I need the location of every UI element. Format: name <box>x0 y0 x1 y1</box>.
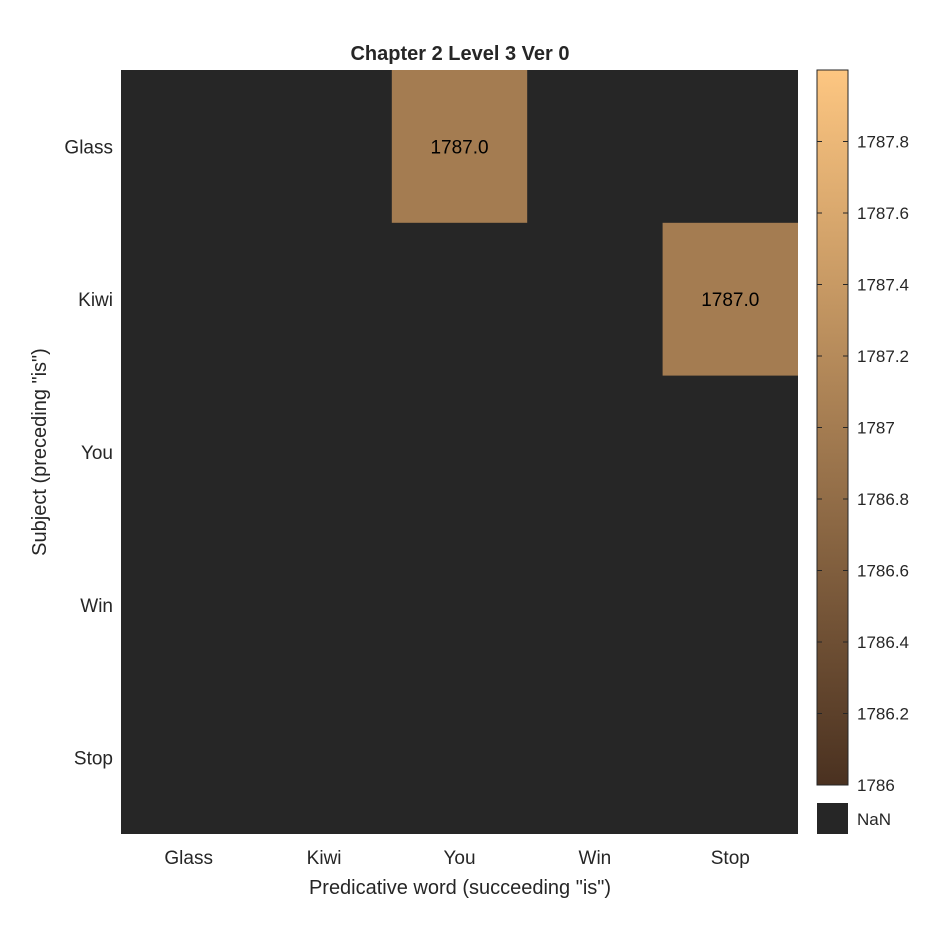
x-tick-label: You <box>443 848 475 869</box>
colorbar-tick-label: 1787.8 <box>857 133 909 152</box>
x-axis-label: Predicative word (succeeding "is") <box>309 877 611 899</box>
chart-title: Chapter 2 Level 3 Ver 0 <box>350 43 569 65</box>
colorbar-tick-label: 1787.2 <box>857 347 909 366</box>
y-tick-label: You <box>81 443 113 464</box>
colorbar-tick-label: 1786 <box>857 776 895 795</box>
cell-value-label: 1787.0 <box>701 290 759 311</box>
colorbar-tick-label: 1787.6 <box>857 204 909 223</box>
y-tick-label: Stop <box>74 749 113 770</box>
nan-label: NaN <box>857 810 891 829</box>
y-tick-label: Win <box>80 596 113 617</box>
y-axis-label: Subject (preceding "is") <box>29 348 51 556</box>
heatmap-cell <box>662 222 798 376</box>
colorbar-tick-label: 1787.4 <box>857 276 909 295</box>
heatmap-cell <box>391 70 528 223</box>
x-tick-labels: Glass Kiwi You Win Stop <box>164 848 749 869</box>
colorbar: 1786 1786.2 1786.4 1786.6 1786.8 1787 1787.2 17… <box>816 69 909 795</box>
x-tick-label: Stop <box>711 848 750 869</box>
nan-legend: NaN <box>817 803 891 834</box>
nan-swatch <box>817 803 848 834</box>
colorbar-tick-label: 1786.8 <box>857 490 909 509</box>
x-tick-label: Kiwi <box>307 848 342 869</box>
colorbar-tick-label: 1786.6 <box>857 562 909 581</box>
colorbar-tick-label: 1786.2 <box>857 705 909 724</box>
y-tick-labels: Glass Kiwi You Win Stop <box>64 137 113 769</box>
y-tick-label: Kiwi <box>78 290 113 311</box>
y-tick-label: Glass <box>64 137 113 158</box>
colorbar-tick-label: 1787 <box>857 419 895 438</box>
heatmap-plot-area: 1787.0 1787.0 <box>121 70 798 834</box>
colorbar-tick-label: 1786.4 <box>857 633 909 652</box>
x-tick-label: Glass <box>164 848 213 869</box>
cell-value-label: 1787.0 <box>430 137 488 158</box>
x-tick-label: Win <box>579 848 612 869</box>
